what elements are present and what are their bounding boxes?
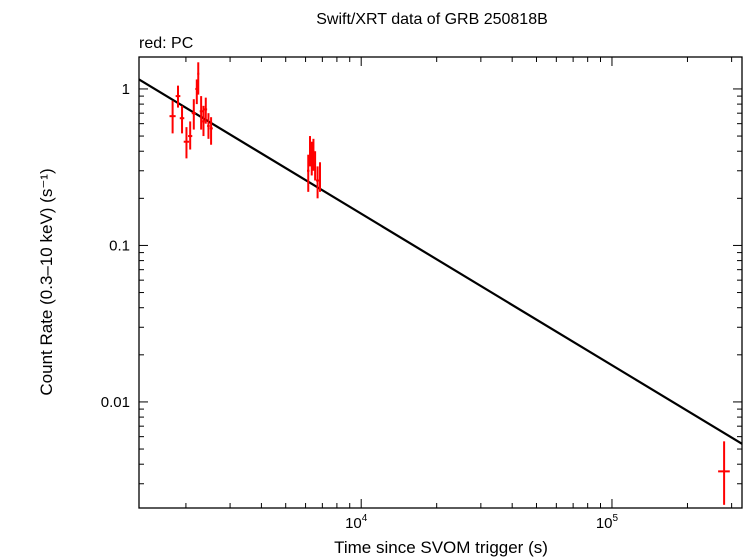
x-tick-label: 105: [596, 513, 619, 532]
data-point: [175, 85, 181, 108]
y-tick-label: 0.01: [101, 394, 130, 411]
chart-subtitle: red: PC: [139, 35, 193, 52]
data-point: [312, 138, 315, 171]
model-fit-line: [138, 78, 743, 445]
axis-ticks: [139, 57, 742, 508]
data-point: [199, 96, 203, 130]
data-point: [183, 127, 190, 159]
data-point: [188, 121, 193, 150]
data-point: [202, 105, 205, 137]
x-tick-exponent: 5: [613, 513, 619, 524]
axis-tick-labels: 104 105 1 0.1 0.01: [101, 81, 619, 532]
data-point: [314, 151, 317, 181]
x-axis-label: Time since SVOM trigger (s): [334, 538, 548, 557]
data-point: [209, 117, 213, 145]
data-point: [191, 99, 196, 130]
data-point: [207, 113, 210, 139]
chart-title: Swift/XRT data of GRB 250818B: [316, 11, 548, 28]
y-tick-label: 0.1: [109, 237, 130, 254]
y-tick-label: 1: [122, 81, 130, 98]
x-tick-label: 104: [345, 513, 368, 532]
data-point: [179, 105, 185, 134]
data-point: [318, 162, 321, 192]
data-point: [197, 62, 200, 95]
data-point: [310, 141, 313, 176]
series-points: [169, 62, 730, 505]
plot-frame: [138, 56, 743, 509]
data-point: [309, 136, 312, 167]
data-point: [307, 154, 310, 192]
data-point: [718, 441, 730, 505]
series-lines: [138, 78, 743, 445]
x-tick-exponent: 4: [362, 513, 368, 524]
data-point: [204, 97, 208, 124]
data-point: [315, 166, 320, 199]
data-point: [169, 100, 176, 134]
y-axis-label: Count Rate (0.3–10 keV) (s⁻¹): [37, 168, 56, 395]
